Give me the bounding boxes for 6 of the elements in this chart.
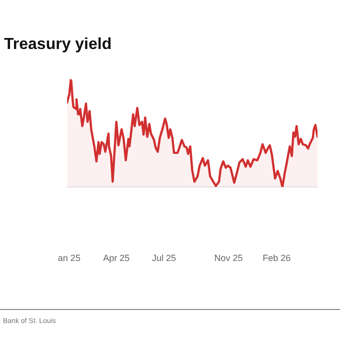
x-tick-label: Apr 25 [103,252,130,263]
x-tick-label: Jul 25 [152,252,176,263]
x-tick-label: an 25 [58,252,80,263]
x-tick-label: Feb 26 [262,252,291,263]
chart-title: Treasury yield [4,36,112,54]
x-tick-label: Nov 25 [214,252,243,263]
